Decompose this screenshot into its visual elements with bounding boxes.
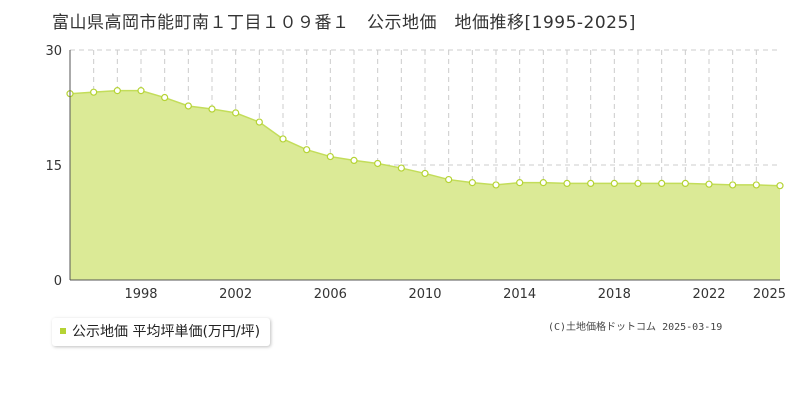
data-point <box>658 179 666 187</box>
x-tick-label: 2022 <box>692 287 725 302</box>
data-point <box>113 87 121 95</box>
data-point <box>326 152 334 161</box>
data-point <box>255 118 263 126</box>
data-point <box>161 93 169 102</box>
data-point <box>374 159 382 168</box>
y-tick-label: 30 <box>45 44 62 59</box>
series-area <box>69 89 781 280</box>
data-point <box>752 181 760 189</box>
data-point <box>681 179 689 187</box>
copyright: (C)土地価格ドットコム 2025-03-19 <box>548 322 723 333</box>
data-point <box>137 87 145 95</box>
y-tick-label: 0 <box>54 274 62 289</box>
y-tick-label: 15 <box>45 159 62 174</box>
data-point <box>516 179 524 187</box>
data-point <box>539 179 547 187</box>
data-point <box>634 179 642 187</box>
data-point <box>729 181 737 189</box>
data-point <box>563 179 571 187</box>
chart-title: 富山県高岡市能町南１丁目１０９番１ 公示地価 地価推移[1995-2025] <box>52 13 636 33</box>
data-point <box>184 102 192 110</box>
series-markers <box>66 87 784 190</box>
x-tick-label: 2014 <box>503 287 536 302</box>
legend-label: 公示地価 平均坪単価(万円/坪) <box>72 324 261 340</box>
data-point <box>705 180 713 188</box>
legend-swatch <box>60 328 66 334</box>
series-area-fill <box>70 90 780 280</box>
x-tick-label: 2010 <box>408 287 441 302</box>
data-point <box>232 109 240 117</box>
data-point <box>208 105 216 113</box>
data-point <box>445 175 453 184</box>
data-point <box>303 146 311 154</box>
data-point <box>468 179 476 187</box>
x-tick-label: 2018 <box>598 287 631 302</box>
axes: 0 15 30 1998 2002 2006 2010 2014 2018 2022 2025 <box>45 44 786 302</box>
x-tick-label: 2025 <box>753 287 786 302</box>
data-point <box>397 164 405 172</box>
x-tick-label: 2002 <box>219 287 252 302</box>
legend: 公示地価 平均坪単価(万円/坪) <box>52 318 271 346</box>
data-point <box>350 156 358 164</box>
data-point <box>587 179 595 187</box>
data-point <box>279 135 287 143</box>
x-tick-label: 2006 <box>314 287 347 302</box>
data-point <box>421 169 429 178</box>
data-point <box>610 179 618 187</box>
data-point <box>90 88 98 96</box>
x-tick-label: 1998 <box>124 287 157 302</box>
data-point <box>492 181 500 189</box>
data-point <box>776 182 784 190</box>
